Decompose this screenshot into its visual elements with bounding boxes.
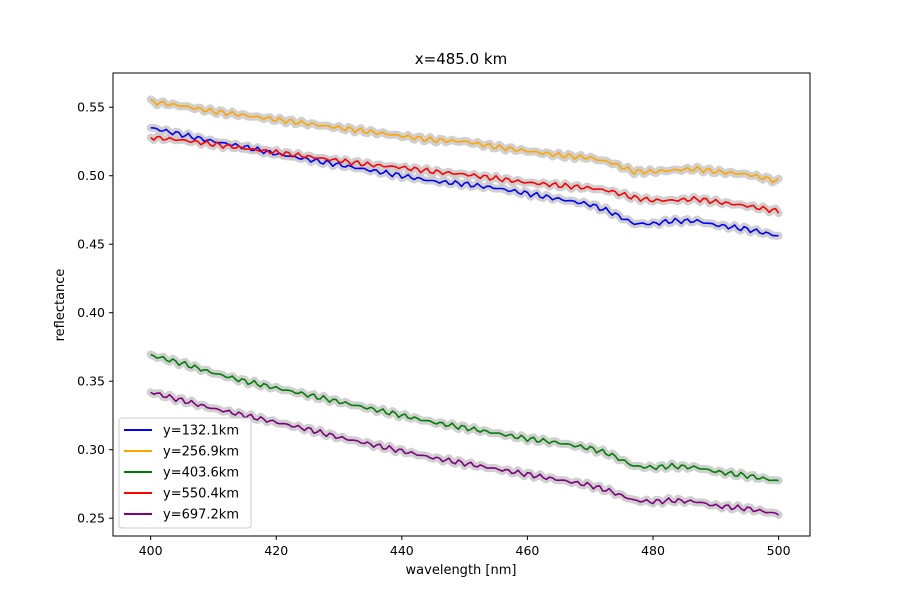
y-axis-label: reflectance	[53, 269, 68, 342]
legend-label: y=697.2km	[163, 508, 239, 523]
x-axis-label: wavelength [nm]	[406, 563, 517, 578]
legend-label: y=550.4km	[163, 487, 239, 502]
series-line	[150, 353, 779, 482]
y-tick-label: 0.55	[77, 100, 105, 115]
legend-label: y=403.6km	[163, 466, 239, 481]
legend: y=132.1km y=256.9km y=403.6km y=550.4km y=69…	[118, 417, 252, 529]
series-lines	[150, 98, 780, 516]
legend-label: y=132.1km	[163, 424, 239, 439]
x-tick-label: 460	[516, 543, 540, 558]
y-tick-label: 0.35	[77, 374, 105, 389]
legend-box	[118, 417, 252, 529]
x-tick-label: 500	[767, 543, 791, 558]
x-tick-label: 400	[139, 543, 163, 558]
x-axis: 400 420 440 460 480 500	[139, 536, 791, 558]
series-line	[150, 391, 780, 516]
x-tick-label: 440	[390, 543, 414, 558]
y-tick-label: 0.25	[77, 511, 105, 526]
series-line	[150, 98, 780, 184]
series-line	[150, 135, 780, 214]
y-tick-label: 0.40	[77, 305, 105, 320]
x-tick-label: 480	[641, 543, 665, 558]
y-tick-label: 0.30	[77, 442, 105, 457]
y-tick-label: 0.45	[77, 237, 105, 252]
y-axis: 0.25 0.30 0.35 0.40 0.45 0.50 0.55	[77, 100, 113, 526]
x-tick-label: 420	[264, 543, 288, 558]
plot-frame	[112, 72, 811, 537]
legend-label: y=256.9km	[163, 445, 239, 460]
chart-title: x=485.0 km	[415, 50, 507, 68]
y-tick-label: 0.50	[77, 168, 105, 183]
